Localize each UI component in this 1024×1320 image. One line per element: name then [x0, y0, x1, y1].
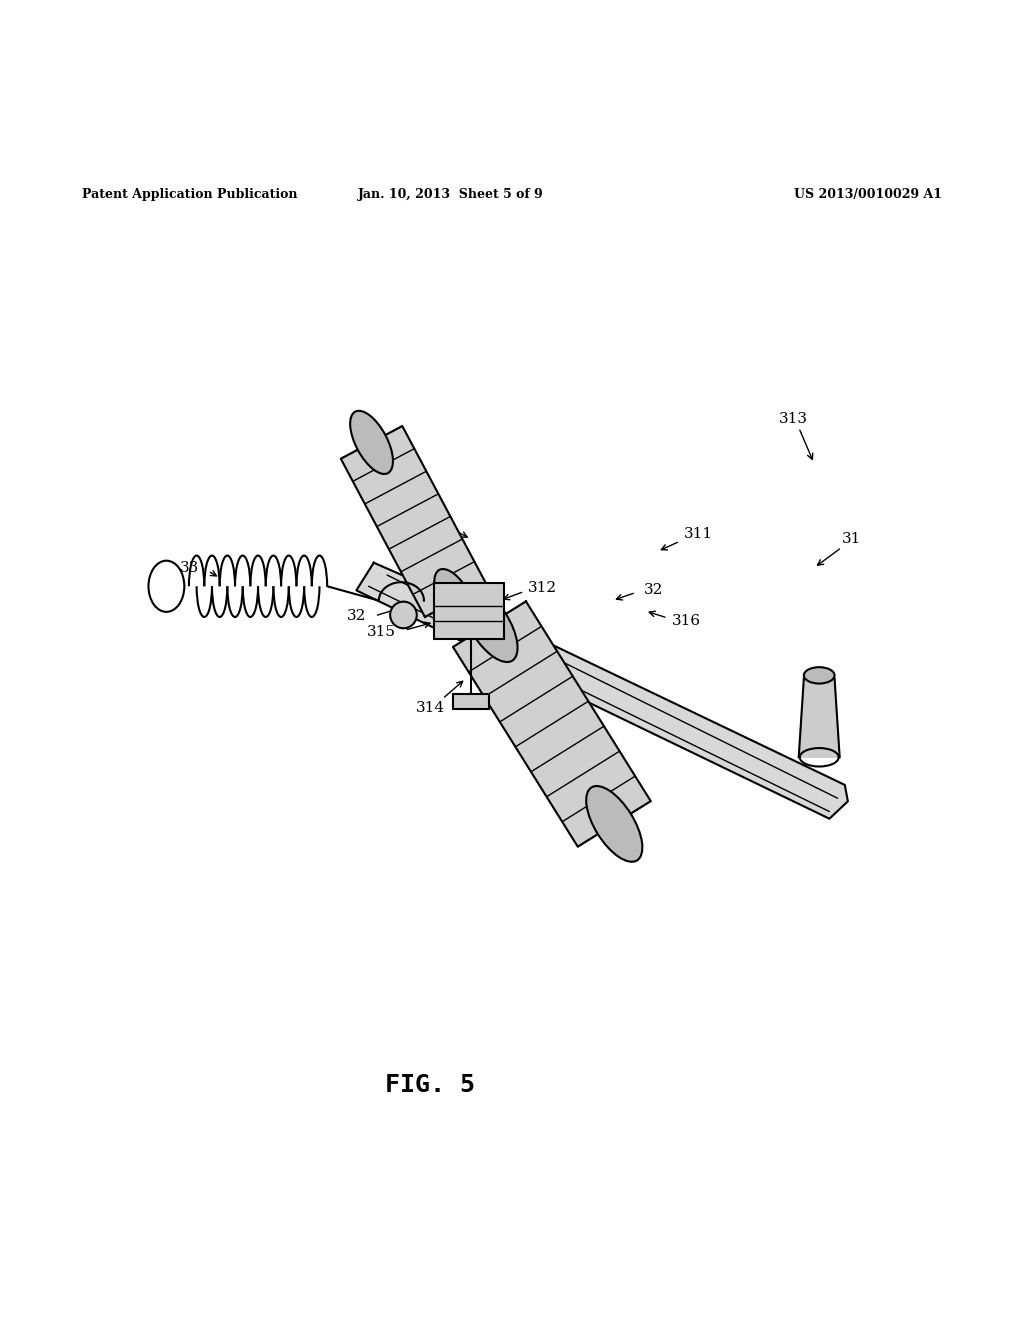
Bar [434, 582, 504, 639]
Text: 316: 316 [672, 614, 700, 628]
Text: 314: 314 [416, 701, 444, 715]
Text: Jan. 10, 2013  Sheet 5 of 9: Jan. 10, 2013 Sheet 5 of 9 [357, 187, 544, 201]
Ellipse shape [350, 411, 393, 474]
Bar [453, 694, 489, 709]
Ellipse shape [462, 586, 517, 663]
Text: 312: 312 [528, 581, 557, 595]
Text: 30: 30 [361, 438, 380, 451]
Polygon shape [799, 678, 840, 758]
Text: 31: 31 [843, 532, 861, 546]
Text: 311: 311 [684, 527, 713, 541]
Polygon shape [341, 426, 486, 616]
Text: 32: 32 [644, 583, 663, 598]
Text: US 2013/0010029 A1: US 2013/0010029 A1 [794, 187, 942, 201]
Text: 313: 313 [779, 412, 808, 426]
Text: 32: 32 [347, 609, 366, 623]
Text: FIG. 5: FIG. 5 [385, 1073, 475, 1097]
Text: Patent Application Publication: Patent Application Publication [82, 187, 297, 201]
Circle shape [390, 602, 417, 628]
Text: 33: 33 [180, 561, 199, 574]
Ellipse shape [804, 667, 835, 684]
Ellipse shape [586, 785, 642, 862]
Polygon shape [453, 602, 650, 846]
Ellipse shape [434, 569, 477, 632]
Polygon shape [356, 562, 848, 818]
Text: 315: 315 [367, 626, 395, 639]
